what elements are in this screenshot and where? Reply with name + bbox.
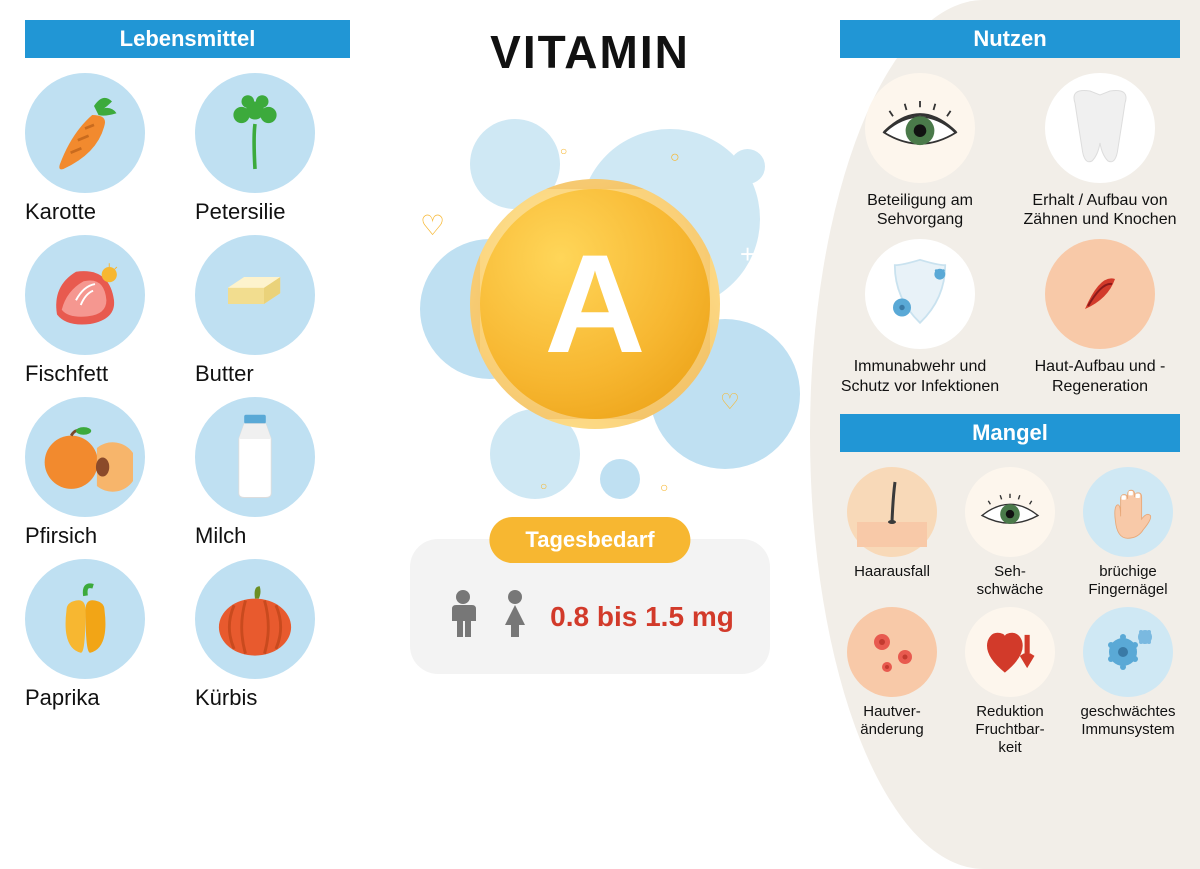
- vitamin-letter: A: [544, 223, 645, 385]
- page-title: VITAMIN: [490, 25, 690, 79]
- benefit-item: Erhalt / Aufbau von Zähnen und Knochen: [1020, 73, 1180, 229]
- food-item: Paprika: [25, 559, 175, 711]
- vitamin-pill-icon: A: [470, 179, 720, 429]
- deficiency-item: Hautver- änderung: [837, 607, 947, 757]
- parsley-icon: [195, 73, 315, 193]
- food-item: Petersilie: [195, 73, 345, 225]
- food-item: Kürbis: [195, 559, 345, 711]
- carrot-icon: [25, 73, 145, 193]
- deficiency-item: brüchige Fingernägel: [1073, 467, 1183, 599]
- food-item: Butter: [195, 235, 345, 387]
- daily-need-badge: Tagesbedarf: [489, 517, 690, 563]
- food-item: Pfirsich: [25, 397, 175, 549]
- food-label: Pfirsich: [25, 523, 175, 549]
- center-column: VITAMIN A ♡ ♡ + + ○ ○ ○ ○ Tagesbedarf 0.…: [360, 0, 820, 869]
- food-label: Petersilie: [195, 199, 345, 225]
- food-label: Kürbis: [195, 685, 345, 711]
- deficiency-label: Hautver- änderung: [837, 703, 947, 739]
- benefit-label: Immunabwehr und Schutz vor Infektionen: [840, 357, 1000, 395]
- hand-icon: [1083, 467, 1173, 557]
- deficiency-item: Seh- schwäche: [955, 467, 1065, 599]
- deficiency-header: Mangel: [840, 414, 1180, 452]
- benefits-header: Nutzen: [840, 20, 1180, 58]
- benefit-label: Haut-Aufbau und -Regeneration: [1020, 357, 1180, 395]
- benefit-item: Beteiligung am Sehvorgang: [840, 73, 1000, 229]
- food-label: Milch: [195, 523, 345, 549]
- deficiency-label: Seh- schwäche: [955, 563, 1065, 599]
- vitamin-graphic: A ♡ ♡ + + ○ ○ ○ ○: [380, 89, 800, 519]
- benefit-label: Beteiligung am Sehvorgang: [840, 191, 1000, 229]
- fish-icon: [25, 235, 145, 355]
- benefits-grid: Beteiligung am Sehvorgang Erhalt / Aufba…: [835, 73, 1185, 396]
- food-label: Butter: [195, 361, 345, 387]
- food-label: Karotte: [25, 199, 175, 225]
- milk-icon: [195, 397, 315, 517]
- eye-small-icon: [965, 467, 1055, 557]
- pumpkin-icon: [195, 559, 315, 679]
- food-label: Fischfett: [25, 361, 175, 387]
- deficiency-item: geschwächtes Immunsystem: [1073, 607, 1183, 757]
- food-item: Milch: [195, 397, 345, 549]
- daily-need-value: 0.8 bis 1.5 mg: [550, 601, 734, 633]
- deficiency-item: Reduktion Fruchtbar- keit: [955, 607, 1065, 757]
- daily-need-card: Tagesbedarf 0.8 bis 1.5 mg: [410, 539, 770, 674]
- person-female-icon: [498, 589, 532, 644]
- foods-column: Lebensmittel Karotte Petersilie: [0, 0, 360, 869]
- benefit-label: Erhalt / Aufbau von Zähnen und Knochen: [1020, 191, 1180, 229]
- benefit-item: Haut-Aufbau und -Regeneration: [1020, 239, 1180, 395]
- butter-icon: [195, 235, 315, 355]
- hair-icon: [847, 467, 937, 557]
- peach-icon: [25, 397, 145, 517]
- foods-header: Lebensmittel: [25, 20, 350, 58]
- right-column: Nutzen Beteiligung am Sehvorgang Erhalt …: [820, 0, 1200, 869]
- food-item: Karotte: [25, 73, 175, 225]
- foods-grid: Karotte Petersilie Fischfett: [25, 73, 350, 711]
- virus-icon: [1083, 607, 1173, 697]
- deficiency-item: Haarausfall: [837, 467, 947, 599]
- tooth-icon: [1045, 73, 1155, 183]
- deficiency-label: Reduktion Fruchtbar- keit: [955, 703, 1065, 757]
- skin-icon: [1045, 239, 1155, 349]
- deficiency-label: brüchige Fingernägel: [1073, 563, 1183, 599]
- person-male-icon: [446, 589, 480, 644]
- deficiency-label: Haarausfall: [837, 563, 947, 581]
- food-item: Fischfett: [25, 235, 175, 387]
- benefit-item: Immunabwehr und Schutz vor Infektionen: [840, 239, 1000, 395]
- deficiency-label: geschwächtes Immunsystem: [1073, 703, 1183, 739]
- food-label: Paprika: [25, 685, 175, 711]
- pepper-icon: [25, 559, 145, 679]
- deficiency-grid: Haarausfall Seh- schwäche brüchige Finge…: [835, 467, 1185, 757]
- eye-icon: [865, 73, 975, 183]
- decorative-bubble: [600, 459, 640, 499]
- shield-icon: [865, 239, 975, 349]
- heart-down-icon: [965, 607, 1055, 697]
- acne-icon: [847, 607, 937, 697]
